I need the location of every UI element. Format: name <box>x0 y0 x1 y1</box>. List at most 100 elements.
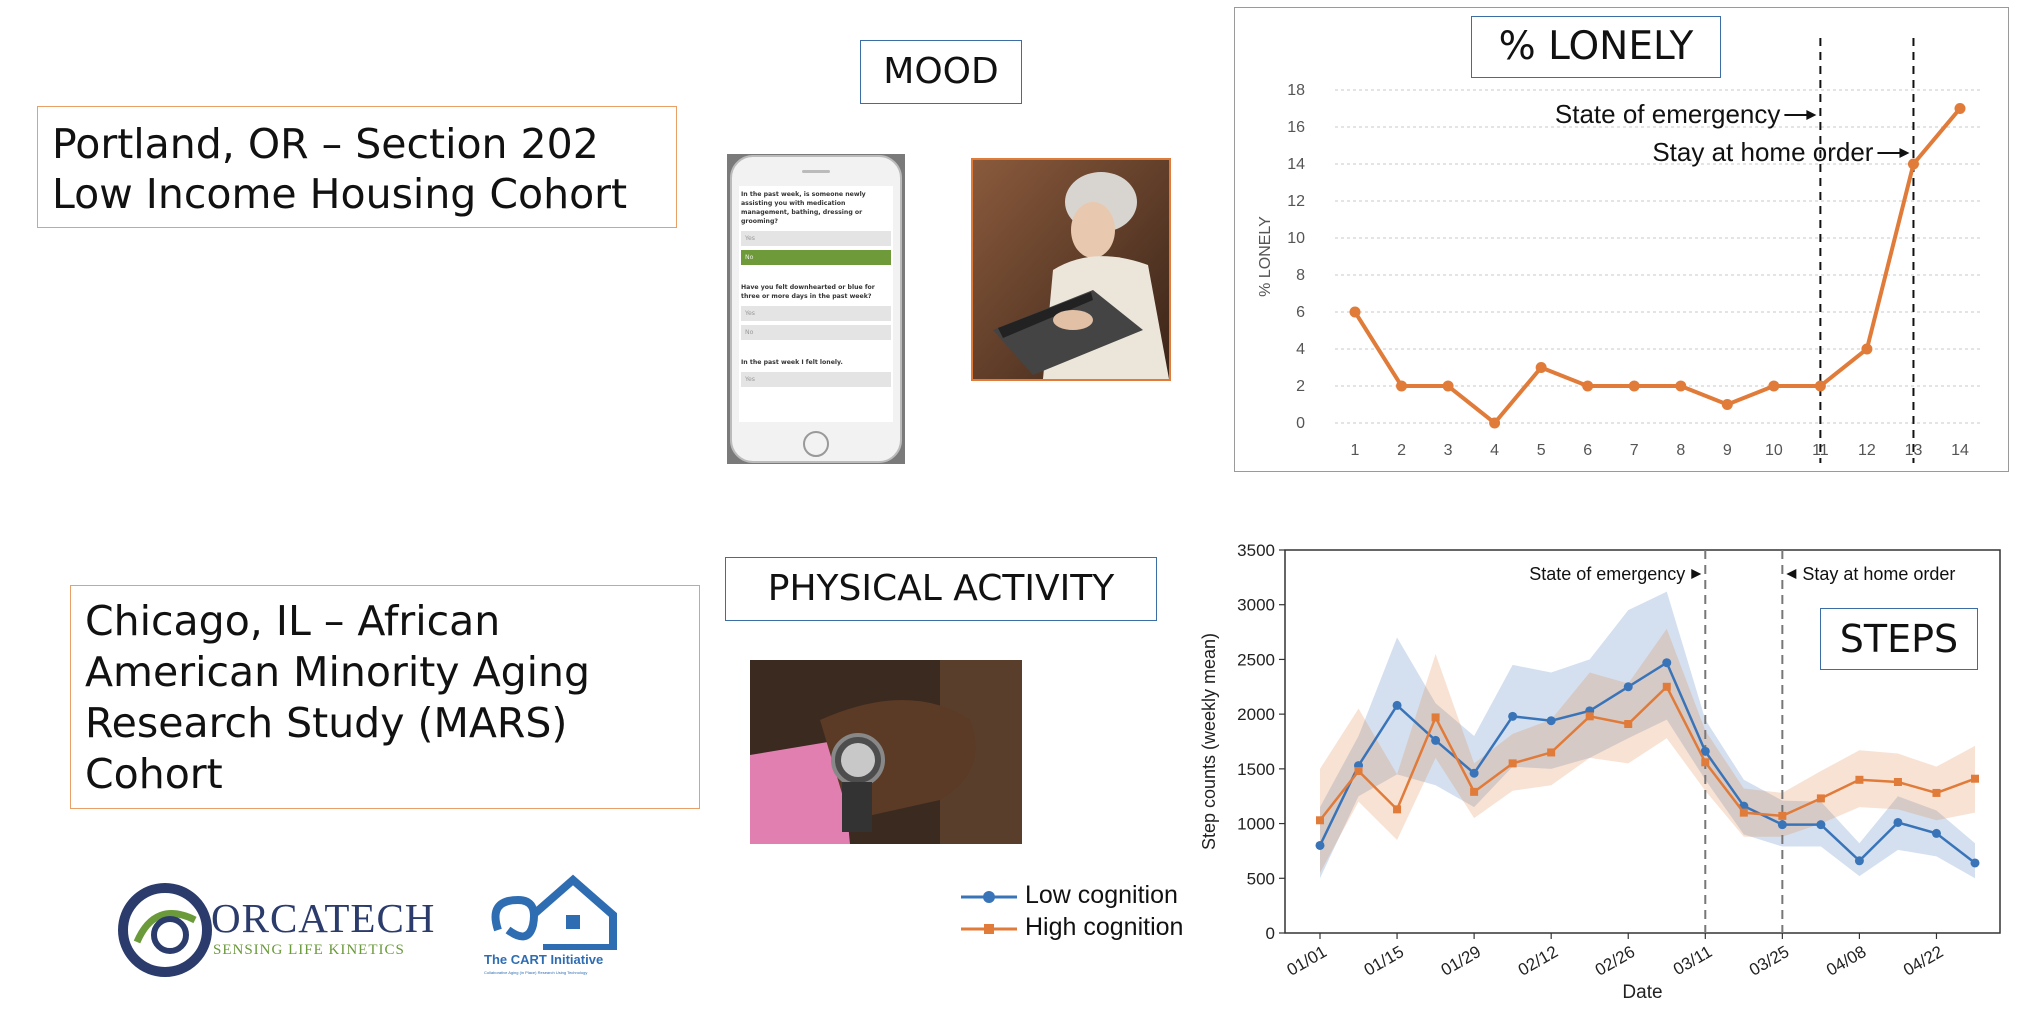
lonely-x-tick: 3 <box>1444 442 1453 459</box>
lonely-data-point <box>1721 399 1733 410</box>
lonely-x-tick: 9 <box>1723 442 1732 459</box>
lonely-y-tick: 12 <box>1287 193 1305 210</box>
survey-yes-1[interactable]: Yes <box>741 231 891 246</box>
lonely-x-tick: 14 <box>1951 442 1969 459</box>
cart-initiative-logo: The CART Initiative Collaborative Aging … <box>478 870 628 985</box>
survey-question-1: In the past week, is someone newly assis… <box>741 191 866 225</box>
steps-data-point-low <box>1469 768 1479 778</box>
steps-data-point-low <box>1623 682 1633 692</box>
steps-data-point-high <box>1893 777 1902 786</box>
steps-y-tick: 1500 <box>1237 760 1275 779</box>
legend-marker-low <box>983 891 995 903</box>
wrist-photo-drawing <box>750 660 1022 844</box>
lonely-data-point <box>1861 343 1873 355</box>
survey-yes-2[interactable]: Yes <box>741 306 891 321</box>
steps-data-point-high <box>1624 719 1633 728</box>
phone-survey-image: In the past week, is someone newly assis… <box>727 154 905 464</box>
lonely-y-tick: 2 <box>1296 378 1305 395</box>
steps-data-point-low <box>1854 856 1864 866</box>
steps-y-tick: 3500 <box>1237 541 1275 560</box>
steps-x-tick: 04/22 <box>1900 942 1946 980</box>
laptop-photo-drawing <box>973 160 1169 379</box>
lonely-x-tick: 8 <box>1676 442 1685 459</box>
lonely-y-tick: 16 <box>1287 119 1305 136</box>
steps-data-point-high <box>1855 775 1864 784</box>
steps-annotation: Stay at home order <box>1802 564 1955 584</box>
legend-label-high: High cognition <box>1025 913 1184 941</box>
survey-no-1[interactable]: No <box>741 250 891 265</box>
lonely-data-point <box>1442 380 1454 392</box>
mood-label: MOOD <box>860 40 1022 104</box>
steps-data-point-low <box>1777 820 1787 830</box>
survey-no-2[interactable]: No <box>741 325 891 340</box>
survey-yes-3[interactable]: Yes <box>741 372 891 387</box>
steps-annotation-arrow <box>1691 569 1702 579</box>
lonely-y-tick: 8 <box>1296 267 1305 284</box>
steps-data-point-low <box>1700 746 1710 756</box>
steps-data-point-low <box>1392 700 1402 710</box>
lonely-y-tick: 10 <box>1287 230 1305 247</box>
lonely-x-tick: 1 <box>1351 442 1360 459</box>
steps-y-tick: 500 <box>1247 869 1275 888</box>
lonely-chart-frame: 0 2 4 6 8 10 12 14 16 18 1 2 3 4 5 6 7 8 9 10 11 12 13 14% LONE… <box>1234 7 2009 472</box>
lonely-data-point <box>1675 380 1687 392</box>
lonely-chart-title-box: % LONELY <box>1471 16 1721 78</box>
legend-swatches <box>961 891 1017 934</box>
lonely-data-point <box>1768 380 1780 392</box>
cart-tagline: Collaborative Aging (in Place) Research … <box>484 970 588 975</box>
lonely-annotation: Stay at home order <box>1652 137 1873 167</box>
steps-data-point-high <box>1393 805 1402 814</box>
steps-data-point-low <box>1546 716 1556 726</box>
steps-data-point-high <box>1316 816 1324 825</box>
lonely-data-point <box>1954 103 1966 114</box>
orcatech-name: ORCATECH <box>211 895 436 941</box>
lonely-data-point <box>1628 380 1640 392</box>
lonely-x-tick: 5 <box>1537 442 1546 459</box>
lonely-x-tick: 12 <box>1858 442 1876 459</box>
chicago-cohort-line4: Cohort <box>85 750 223 798</box>
steps-chart: 0 500 1000 1500 2000 2500 3000 3500 01/01 01/15 01… <box>1199 541 2001 1003</box>
lonely-annotation: State of emergency <box>1555 99 1780 129</box>
survey-question-2: Have you felt downhearted or blue for th… <box>741 284 875 300</box>
steps-data-point-high <box>1508 759 1517 768</box>
steps-data-point-high <box>1431 713 1440 722</box>
steps-data-point-high <box>1585 712 1594 721</box>
lonely-x-tick: 10 <box>1765 442 1783 459</box>
survey-question-3: In the past week I felt lonely. <box>741 359 843 366</box>
steps-x-tick: 03/11 <box>1670 942 1715 979</box>
lonely-annotation-arrowhead <box>1899 148 1910 158</box>
steps-x-tick: 01/15 <box>1361 942 1407 980</box>
lonely-x-tick: 4 <box>1490 442 1499 459</box>
steps-data-point-low <box>1816 820 1826 830</box>
lonely-data-point <box>1907 158 1919 170</box>
steps-data-point-high <box>1778 811 1787 820</box>
steps-data-point-high <box>1971 774 1979 783</box>
steps-data-point-low <box>1931 828 1941 838</box>
lonely-data-point <box>1489 417 1501 429</box>
lonely-chart-title: % LONELY <box>1498 24 1694 69</box>
chicago-cohort-box: Chicago, IL – African American Minority … <box>70 585 700 809</box>
steps-chart-area: 0 500 1000 1500 2000 2500 3000 3500 01/01 01/15 01… <box>1199 538 2020 1003</box>
steps-y-tick: 1000 <box>1237 815 1275 834</box>
steps-data-point-low <box>1431 735 1441 745</box>
steps-x-tick: 01/01 <box>1284 942 1330 980</box>
steps-confidence-band <box>1320 628 1975 873</box>
chicago-cohort-line2: American Minority Aging <box>85 648 591 696</box>
phone-drawing: In the past week, is someone newly assis… <box>730 155 902 463</box>
lonely-x-tick: 7 <box>1630 442 1639 459</box>
physical-activity-label: PHYSICAL ACTIVITY <box>725 557 1157 621</box>
steps-y-tick: 0 <box>1266 924 1275 943</box>
steps-y-tick: 2500 <box>1237 650 1275 669</box>
steps-x-tick: 01/29 <box>1438 942 1484 980</box>
cart-logo-mark <box>491 874 617 952</box>
lonely-x-tick: 2 <box>1397 442 1406 459</box>
physical-activity-label-text: PHYSICAL ACTIVITY <box>767 568 1115 609</box>
mood-label-text: MOOD <box>883 51 999 92</box>
steps-confidence-band <box>1320 591 1975 879</box>
orcatech-logo: ORCATECH SENSING LIFE KINETICS <box>115 880 435 980</box>
lonely-annotation-arrowhead <box>1806 110 1817 120</box>
steps-x-tick: 04/08 <box>1823 942 1869 980</box>
lonely-y-tick: 4 <box>1296 341 1305 358</box>
steps-x-tick: 03/25 <box>1746 942 1792 980</box>
